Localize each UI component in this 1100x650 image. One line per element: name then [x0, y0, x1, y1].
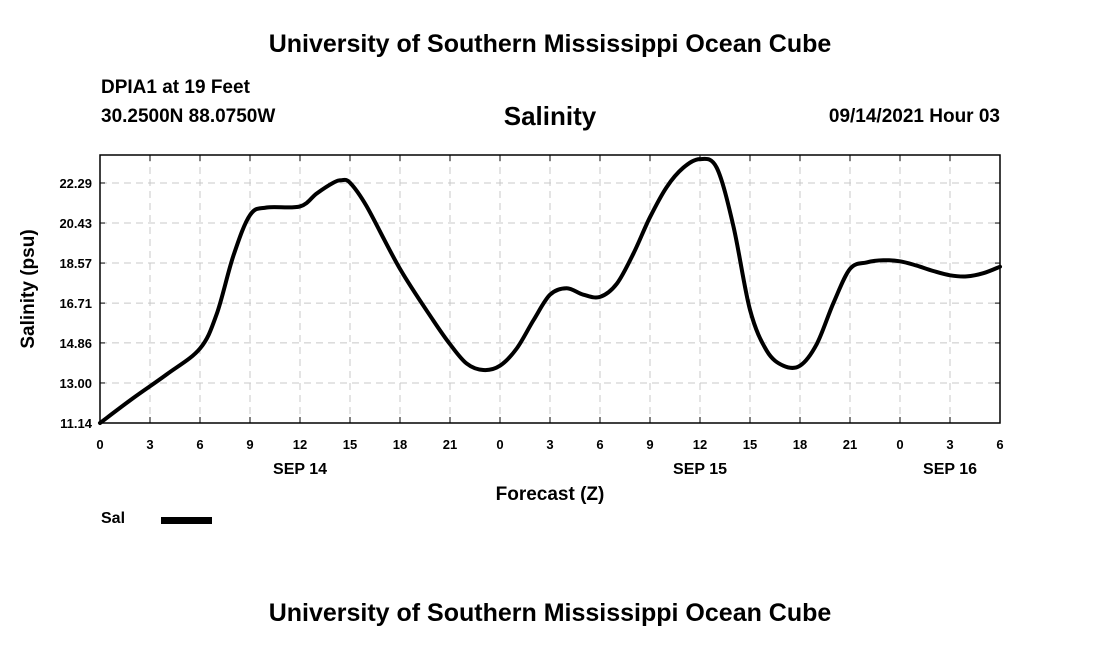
x-tick-label: 6: [196, 437, 203, 452]
station-coordinates: 30.2500N 88.0750W: [101, 106, 276, 127]
axis-labels: Forecast (Z) Salinity (psu): [18, 229, 604, 505]
legend-label: Sal: [101, 510, 126, 527]
y-tick-label: 20.43: [59, 216, 92, 231]
y-tick-label: 14.86: [59, 336, 92, 351]
x-tick-label: 18: [793, 437, 807, 452]
x-tick-label: 9: [246, 437, 253, 452]
date-label: SEP 16: [923, 461, 977, 478]
series-line-sal: [98, 156, 1002, 425]
plot-frame: [99, 154, 1001, 424]
y-axis-title: Salinity (psu): [18, 229, 39, 348]
x-tick-label: 3: [146, 437, 153, 452]
x-tick-label: 21: [843, 437, 857, 452]
date-label: SEP 15: [673, 461, 727, 478]
y-tick-label: 18.57: [59, 256, 92, 271]
x-tick-label: 3: [546, 437, 553, 452]
footer-title: University of Southern Mississippi Ocean…: [268, 599, 832, 627]
chart-title: Salinity: [503, 101, 597, 131]
forecast-datetime: 09/14/2021 Hour 03: [828, 106, 1000, 127]
x-tick-label: 12: [693, 437, 707, 452]
legend-swatch: [161, 517, 212, 524]
x-tick-label: 0: [896, 437, 903, 452]
axis-ticks: 11.14 13.00 14.86 16.71 18.57 20.43 22.29 0 3 6 9 1…: [59, 155, 1004, 478]
x-tick-label: 15: [743, 437, 757, 452]
x-tick-label: 18: [393, 437, 407, 452]
station-label: DPIA1 at 19 Feet: [101, 77, 250, 98]
x-tick-label: 12: [293, 437, 307, 452]
y-tick-label: 13.00: [59, 376, 92, 391]
x-tick-label: 15: [343, 437, 357, 452]
page-title: University of Southern Mississippi Ocean…: [268, 30, 832, 58]
y-tick-label: 22.29: [59, 176, 92, 191]
series-layer: [98, 156, 1002, 425]
x-tick-label: 6: [996, 437, 1003, 452]
x-tick-label: 21: [443, 437, 457, 452]
x-tick-label: 0: [96, 437, 103, 452]
x-tick-label: 6: [596, 437, 603, 452]
x-tick-label: 0: [496, 437, 503, 452]
x-tick-label: 9: [646, 437, 653, 452]
y-tick-label: 11.14: [60, 416, 93, 431]
x-axis-title: Forecast (Z): [496, 484, 605, 505]
date-label: SEP 14: [273, 461, 327, 478]
x-tick-label: 3: [946, 437, 953, 452]
y-tick-label: 16.71: [59, 296, 92, 311]
grid: [100, 155, 1000, 423]
